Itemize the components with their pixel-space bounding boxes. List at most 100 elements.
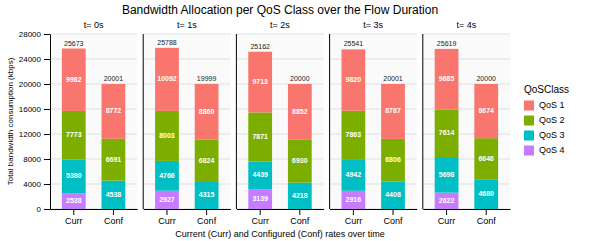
total-label: 19999 <box>197 75 217 82</box>
total-label: 25673 <box>64 40 84 47</box>
x-tick: Curr <box>158 209 176 226</box>
y-tick: 12000 <box>19 130 50 139</box>
bar-segment <box>474 180 498 209</box>
y-tick: 28000 <box>19 30 50 39</box>
legend-label: QoS 2 <box>539 115 565 125</box>
x-tick: Conf <box>197 209 217 226</box>
bar-segment <box>435 193 459 209</box>
legend: QoSClassQoS 1QoS 2QoS 3QoS 4 <box>524 84 569 156</box>
bar-segment <box>341 111 365 160</box>
y-tick: 16000 <box>19 105 50 114</box>
x-axis: Curr Conf <box>144 209 231 226</box>
bar-segment <box>435 49 459 110</box>
data-label: 7614 <box>439 129 455 136</box>
x-tick-mark <box>113 209 114 215</box>
x-tick-label: Conf <box>477 216 497 226</box>
y-axis-label: Total bandwidth consumption (kbps) <box>6 57 15 185</box>
bar-segment <box>62 111 86 160</box>
bar-segment <box>102 84 126 139</box>
bar-segment <box>62 193 86 209</box>
chart: Bandwidth Allocation per QoS Class over … <box>0 0 600 241</box>
facet-title: t= 0s <box>84 20 104 30</box>
data-label: 2538 <box>66 197 82 204</box>
x-tick-mark <box>166 209 167 215</box>
bar-segment <box>195 139 219 182</box>
x-tick: Conf <box>477 209 497 226</box>
y-axis: 0 4000 8000 12000 16000 20000 24000 28000 <box>19 30 51 214</box>
data-label: 9820 <box>346 76 362 83</box>
y-tick: 4000 <box>23 180 50 189</box>
data-label: 8852 <box>292 108 308 115</box>
legend-label: QoS 3 <box>539 130 565 140</box>
facet-title: t= 4s <box>457 20 477 30</box>
x-tick-label: Curr <box>251 216 269 226</box>
y-tick-label: 24000 <box>19 55 42 64</box>
x-tick-label: Conf <box>197 216 217 226</box>
grid-line <box>236 34 323 35</box>
y-tick: 8000 <box>23 155 50 164</box>
x-tick-mark <box>486 209 487 215</box>
panel-background <box>50 34 137 209</box>
legend-swatch <box>524 131 534 141</box>
data-label: 6646 <box>478 155 494 162</box>
facet: 292747664315800368241009288602578819999C… <box>143 20 231 226</box>
x-tick: Conf <box>384 209 404 226</box>
x-tick-label: Curr <box>345 216 363 226</box>
data-label: 2927 <box>159 196 175 203</box>
y-tick-label: 16000 <box>19 105 42 114</box>
data-label: 7871 <box>252 133 268 140</box>
grid <box>423 34 510 209</box>
data-label: 4439 <box>252 171 268 178</box>
bar-segment <box>102 139 126 181</box>
facet-title: t= 2s <box>270 20 290 30</box>
total-label: 25541 <box>344 40 364 47</box>
bars <box>248 52 311 209</box>
x-tick-label: Conf <box>104 216 124 226</box>
data-label: 4766 <box>159 172 175 179</box>
facet-title: t= 3s <box>363 20 383 30</box>
data-label: 8860 <box>199 108 215 115</box>
legend-swatch <box>524 146 534 156</box>
data-label: 9713 <box>252 78 268 85</box>
x-axis: Curr Conf <box>423 209 510 226</box>
data-labels: 25385380453877736691998287722567320001 <box>64 40 123 204</box>
y-tick-label: 28000 <box>19 30 42 39</box>
x-tick-mark <box>299 209 300 215</box>
y-tick-label: 0 <box>37 205 42 214</box>
x-axis-line <box>330 209 417 210</box>
total-label: 25619 <box>437 40 457 47</box>
total-label: 20000 <box>476 75 496 82</box>
bar-segment <box>155 191 179 209</box>
data-label: 8003 <box>159 132 175 139</box>
x-tick-label: Conf <box>290 216 310 226</box>
data-label: 4942 <box>346 171 362 178</box>
bars <box>435 49 498 209</box>
x-axis-label: Current (Curr) and Configured (Conf) rat… <box>175 229 385 239</box>
panel-background <box>143 34 230 209</box>
x-tick-label: Curr <box>438 216 456 226</box>
x-tick: Curr <box>345 209 363 226</box>
legend-item: QoS 2 <box>524 115 565 126</box>
x-tick: Conf <box>290 209 310 226</box>
legend-swatch <box>524 116 534 126</box>
bar-segment <box>248 52 272 113</box>
x-axis-line <box>237 209 324 210</box>
grid <box>236 34 323 209</box>
data-label: 10092 <box>157 75 177 82</box>
panel-background <box>423 34 510 209</box>
data-label: 2916 <box>346 196 362 203</box>
bar-segment <box>381 84 405 139</box>
y-tick-label: 20000 <box>19 80 42 89</box>
data-label: 7863 <box>346 131 362 138</box>
x-tick-label: Conf <box>384 216 404 226</box>
x-axis-line <box>144 209 231 210</box>
y-tick-label: 8000 <box>23 155 41 164</box>
x-tick-mark <box>353 209 354 215</box>
bar-segment <box>248 189 272 209</box>
x-tick-mark <box>73 209 74 215</box>
bar-segment <box>341 49 365 110</box>
data-labels: 26225698468076146646968586742561920000 <box>437 40 496 204</box>
x-axis: Curr Conf <box>330 209 417 226</box>
grid <box>330 34 417 209</box>
bar-segment <box>248 162 272 190</box>
